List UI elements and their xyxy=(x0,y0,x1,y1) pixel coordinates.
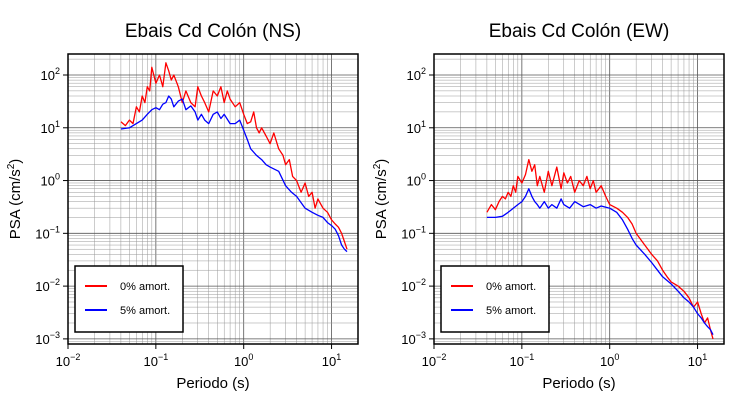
y-tick-label: 100 xyxy=(41,172,60,189)
y-tick-label: 102 xyxy=(407,66,426,83)
x-tick-label: 100 xyxy=(600,352,619,369)
grid xyxy=(433,54,725,345)
x-tick-label: 10−1 xyxy=(509,352,534,369)
chart-title: Ebais Cd Colón (EW) xyxy=(489,21,670,42)
y-axis-label: PSA (cm/s2) xyxy=(372,159,390,240)
axis-ticks: 10−2 10−1 100 101 10−3 10−2 10−1 100 101 102 xyxy=(401,66,707,369)
y-tick-label: 100 xyxy=(407,172,426,189)
y-tick-label: 10−1 xyxy=(35,224,60,241)
y-tick-label: 101 xyxy=(407,119,426,136)
grid xyxy=(67,54,359,345)
y-tick-label: 102 xyxy=(41,66,60,83)
chart-panel-ew: 10−2 10−1 100 101 10−3 10−2 10−1 100 101 102 Ebai… xyxy=(372,21,725,392)
y-axis-label: PSA (cm/s2) xyxy=(6,159,24,240)
series-lines xyxy=(120,62,348,253)
y-tick-label: 10−1 xyxy=(401,224,426,241)
legend: 0% amort. 5% amort. xyxy=(74,265,184,333)
chart-panel-ns: 10−2 10−1 100 101 10−3 10−2 10−1 100 101 102 Ebai… xyxy=(6,21,359,392)
series-line-blue xyxy=(120,95,348,253)
x-tick-label: 101 xyxy=(322,352,341,369)
plot-frame xyxy=(67,53,359,345)
x-axis-label: Periodo (s) xyxy=(176,375,249,392)
chart-title: Ebais Cd Colón (NS) xyxy=(125,21,301,42)
series-line-red xyxy=(486,158,714,340)
axis-ticks: 10−2 10−1 100 101 10−3 10−2 10−1 100 101 102 xyxy=(35,66,341,369)
y-tick-label: 10−3 xyxy=(35,330,60,347)
legend-entry-label: 5% amort. xyxy=(120,305,170,317)
series-line-red xyxy=(120,62,348,250)
y-tick-label: 10−2 xyxy=(401,277,426,294)
legend-entry-label: 5% amort. xyxy=(486,305,536,317)
x-tick-label: 10−2 xyxy=(56,352,81,369)
legend-entry-label: 0% amort. xyxy=(486,281,536,293)
x-tick-label: 100 xyxy=(234,352,253,369)
y-tick-label: 10−3 xyxy=(401,330,426,347)
series-lines xyxy=(486,158,714,340)
y-tick-label: 101 xyxy=(41,119,60,136)
legend-box xyxy=(74,265,184,333)
legend-box xyxy=(440,265,550,333)
x-tick-label: 10−1 xyxy=(143,352,168,369)
series-line-blue xyxy=(486,188,714,335)
y-tick-label: 10−2 xyxy=(35,277,60,294)
legend: 0% amort. 5% amort. xyxy=(440,265,550,333)
x-axis-label: Periodo (s) xyxy=(542,375,615,392)
legend-entry-label: 0% amort. xyxy=(120,281,170,293)
plot-frame xyxy=(433,53,725,345)
x-tick-label: 101 xyxy=(688,352,707,369)
x-tick-label: 10−2 xyxy=(422,352,447,369)
